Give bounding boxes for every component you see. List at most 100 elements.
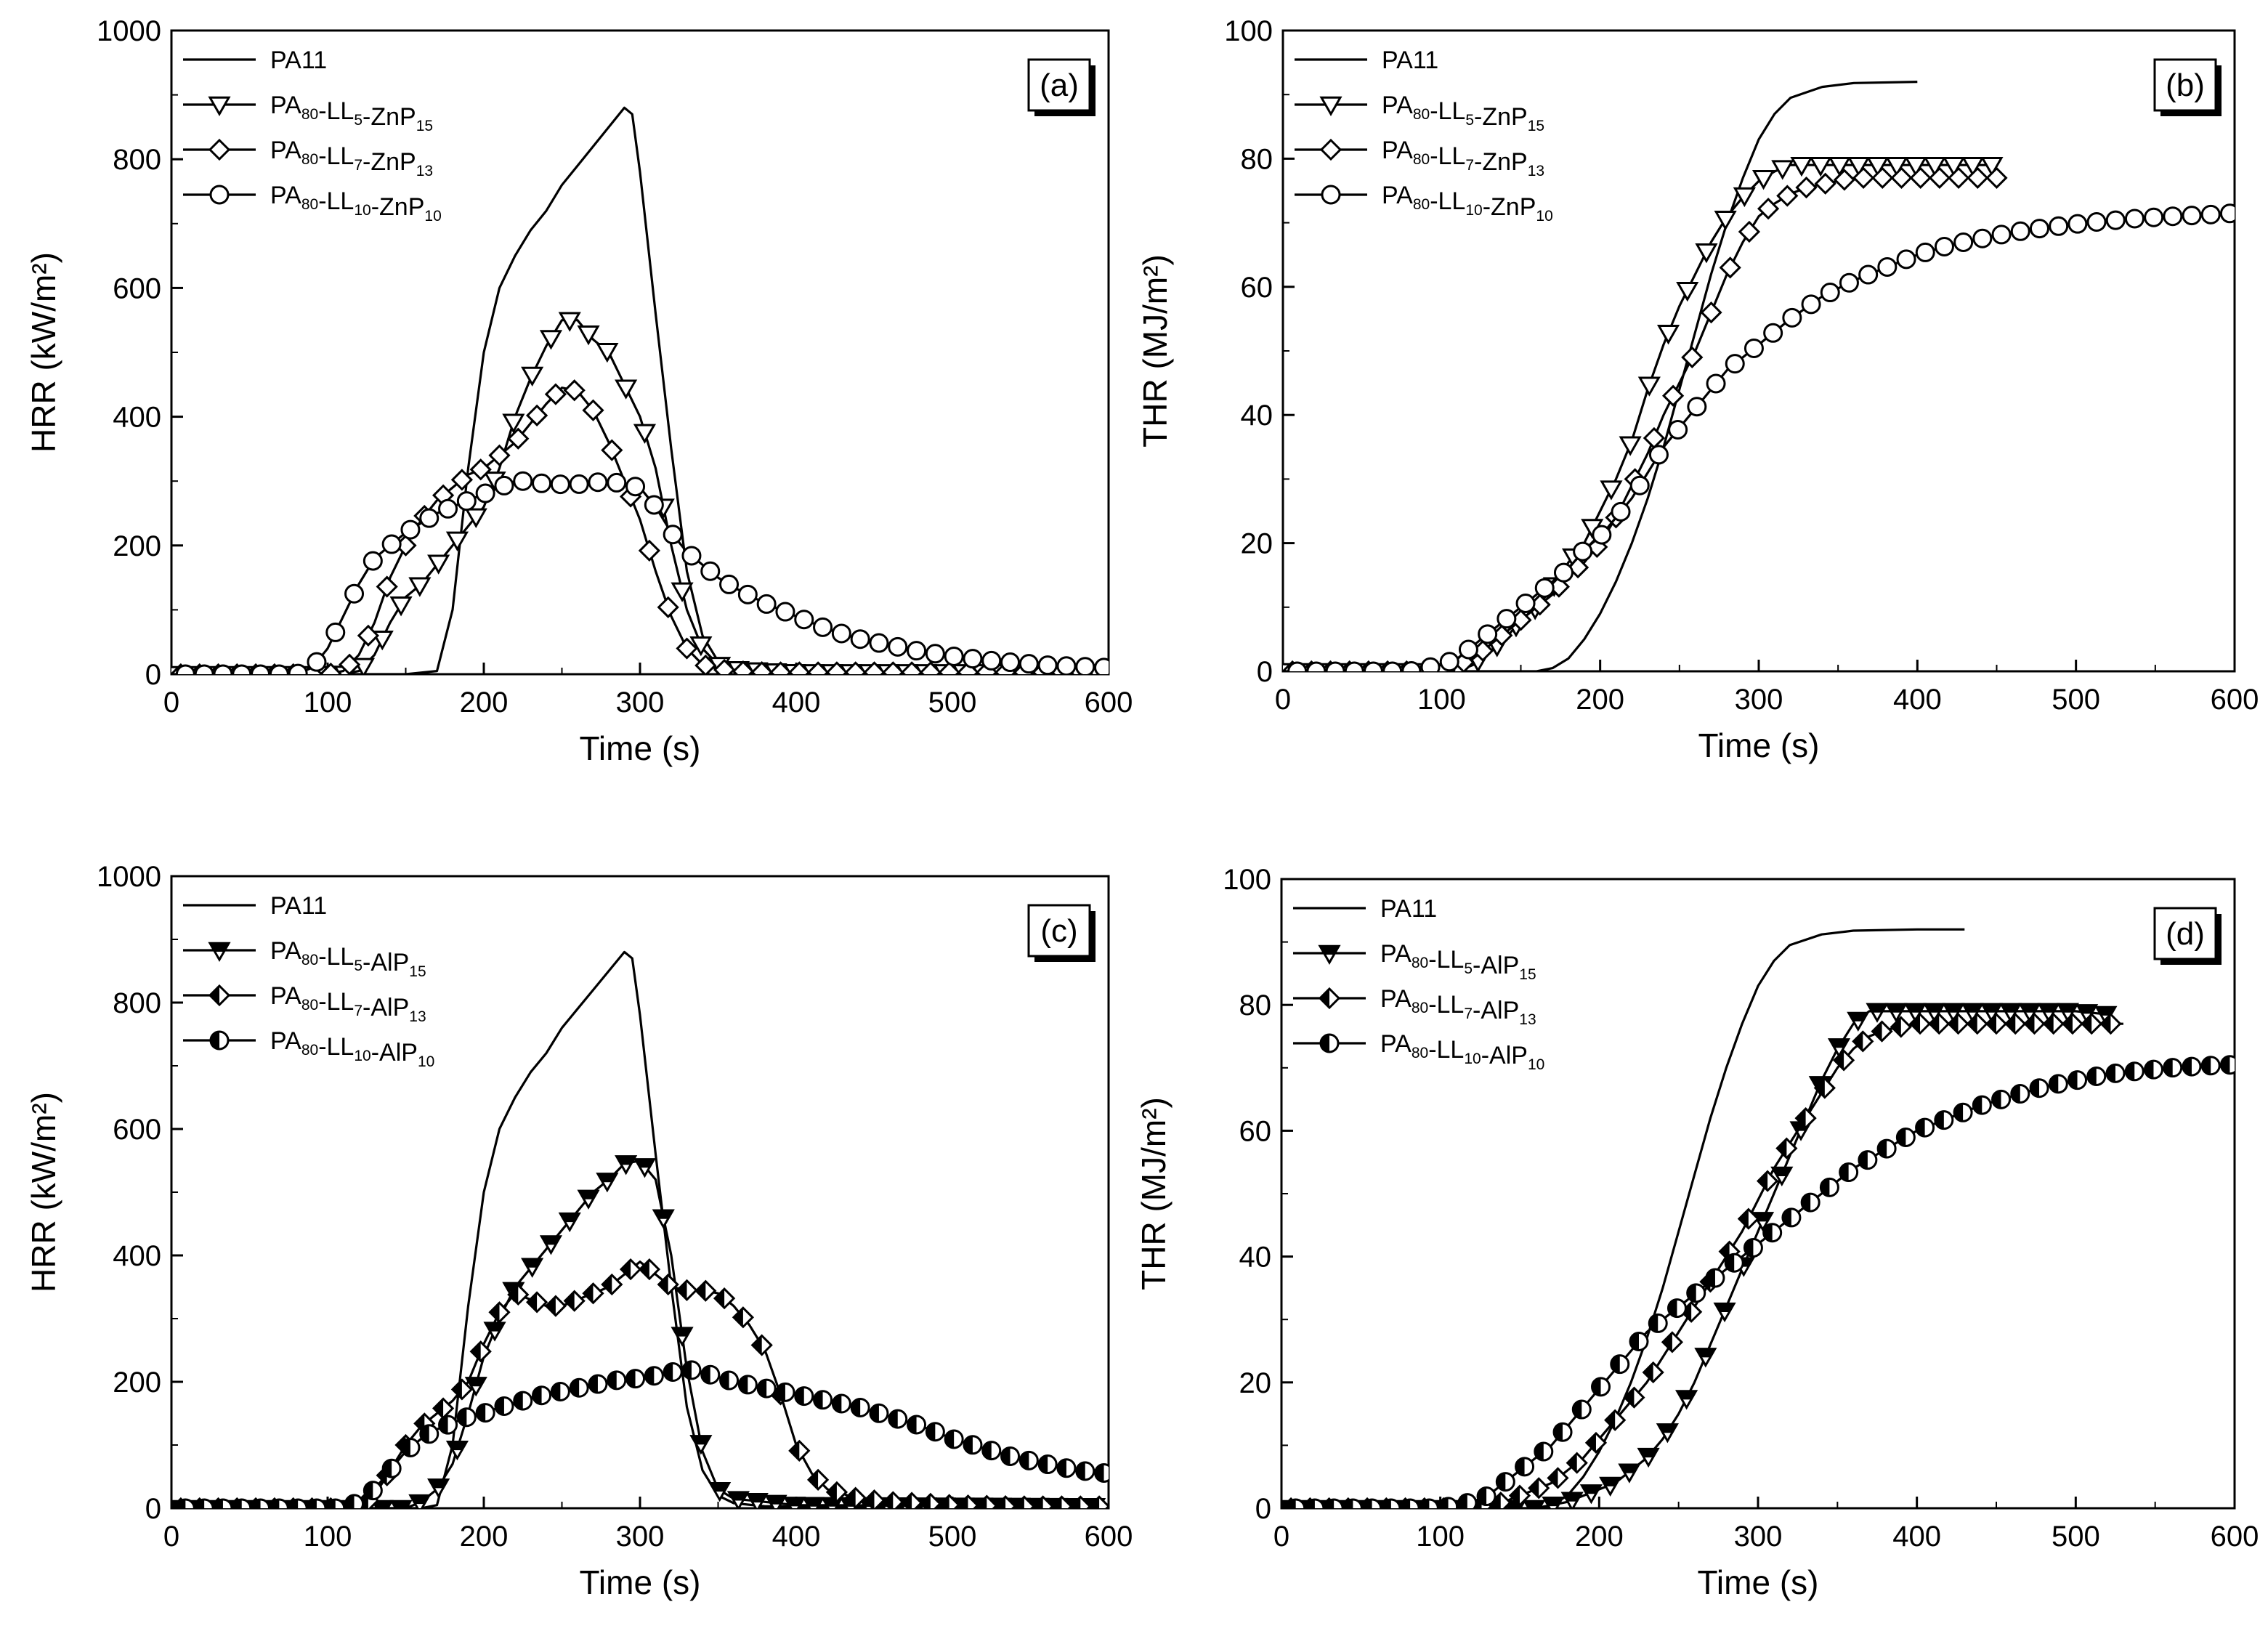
series-line — [1281, 1010, 2108, 1508]
x-tick-label: 500 — [2052, 1521, 2100, 1553]
data-point-fill — [1963, 1004, 1983, 1013]
data-point — [1763, 323, 1783, 343]
panel-label: (b) — [2166, 68, 2205, 103]
data-point — [450, 469, 474, 491]
data-point — [438, 498, 458, 519]
data-point — [607, 472, 627, 493]
data-point-fill — [958, 1496, 968, 1508]
legend-item: PA80-LL5-AlP15 — [1293, 940, 1536, 983]
data-point-fill — [1563, 1492, 1582, 1502]
data-point-fill — [1868, 1004, 1887, 1013]
series-line — [1281, 1063, 2235, 1508]
data-point-fill — [945, 1430, 955, 1448]
data-point — [1953, 232, 1974, 253]
data-point-fill — [907, 1415, 917, 1433]
data-point-fill — [597, 1173, 617, 1183]
data-point-fill — [1924, 1004, 1944, 1013]
x-tick-label: 500 — [928, 687, 977, 719]
data-point-fill — [1529, 1478, 1539, 1498]
x-tick-label: 300 — [616, 687, 665, 719]
data-point — [732, 660, 755, 674]
data-point — [1700, 301, 1722, 324]
x-tick-label: 200 — [1576, 684, 1624, 716]
data-point-fill — [560, 1213, 580, 1223]
data-point — [1478, 624, 1498, 644]
data-point-fill — [383, 1460, 392, 1478]
data-point — [1991, 224, 2012, 245]
data-point — [400, 519, 421, 540]
data-point — [569, 474, 589, 494]
series-line — [171, 1159, 1109, 1508]
data-point-fill — [851, 1399, 861, 1417]
legend-marker-fill — [1320, 946, 1339, 955]
data-point — [363, 551, 383, 571]
data-point-fill — [888, 1410, 898, 1428]
y-tick-label: 40 — [1241, 400, 1273, 432]
data-point — [2029, 219, 2049, 239]
legend-item: PA80-LL5-ZnP15 — [183, 92, 433, 134]
legend-label: PA11 — [270, 892, 327, 920]
data-point-fill — [1639, 1449, 1659, 1458]
panel-label: (d) — [2166, 916, 2205, 952]
data-point — [713, 658, 736, 674]
y-axis-title: THR (MJ/m²) — [1136, 254, 1174, 448]
data-point-fill — [1872, 1021, 1882, 1041]
data-point — [1458, 639, 1478, 660]
data-point — [596, 342, 619, 363]
data-point — [769, 661, 792, 674]
series-line — [171, 479, 1109, 674]
data-point-fill — [1796, 1109, 1806, 1128]
x-axis-title: Time (s) — [580, 729, 701, 767]
data-point-fill — [2082, 1014, 2092, 1034]
data-point — [1980, 156, 2004, 177]
x-tick-label: 300 — [616, 1521, 665, 1553]
legend-item: PA11 — [1295, 46, 1438, 74]
data-point — [1866, 156, 1890, 177]
data-point — [502, 413, 525, 434]
data-point-fill — [977, 1496, 987, 1508]
data-point-fill — [1325, 1500, 1335, 1508]
legend-label: PA80-LL5-ZnP15 — [1382, 92, 1544, 134]
data-point — [1643, 426, 1666, 450]
data-point-fill — [1401, 1500, 1411, 1508]
data-point — [251, 664, 271, 674]
data-point-fill — [326, 1500, 336, 1508]
data-point-fill — [790, 1441, 800, 1460]
panel-tag-box — [1027, 904, 1091, 958]
data-point — [1733, 187, 1756, 208]
data-point-fill — [1782, 1208, 1791, 1226]
data-point-fill — [466, 1377, 486, 1387]
legend: PA11 PA80-LL5-ZnP15PA80-LL7-ZnP13PA80-LL1… — [1295, 46, 1553, 224]
data-point-fill — [1777, 1138, 1787, 1158]
data-point-fill — [1668, 1299, 1677, 1317]
data-point — [376, 575, 398, 598]
x-tick-label: 200 — [1575, 1521, 1624, 1553]
data-point — [2144, 207, 2164, 227]
data-point — [1363, 661, 1383, 671]
data-point-fill — [1554, 1423, 1563, 1441]
legend-item: PA80-LL5-AlP15 — [183, 937, 426, 980]
data-point-fill — [1491, 1493, 1501, 1508]
data-point — [1382, 661, 1403, 671]
data-point-fill — [1020, 1452, 1029, 1470]
data-point — [1695, 243, 1718, 264]
data-point — [806, 661, 830, 674]
data-point-fill — [696, 1281, 706, 1300]
legend-marker — [209, 185, 230, 205]
data-point-fill — [1687, 1284, 1696, 1302]
data-point — [794, 610, 814, 630]
data-point-fill — [270, 1500, 280, 1508]
data-point-fill — [658, 1275, 668, 1295]
data-point-fill — [1982, 1004, 2001, 1013]
data-point-fill — [710, 1483, 729, 1492]
data-point-fill — [1605, 1410, 1616, 1430]
series-line — [1283, 163, 1997, 671]
data-point-fill — [939, 1495, 949, 1508]
data-point-fill — [551, 1383, 561, 1401]
data-point — [577, 325, 600, 346]
data-point-fill — [883, 1492, 894, 1508]
data-point — [1915, 242, 1935, 262]
legend: PA11 PA80-LL5-AlP15PA80-LL7-AlP13PA80-LL1… — [183, 892, 434, 1070]
chart-panel-d: 0 100 200 300 400 500 600 0 20 40 60 80 100 Time (s) T… — [1135, 864, 2259, 1601]
series-pa80-ll7-alp13 — [1281, 1013, 2123, 1508]
